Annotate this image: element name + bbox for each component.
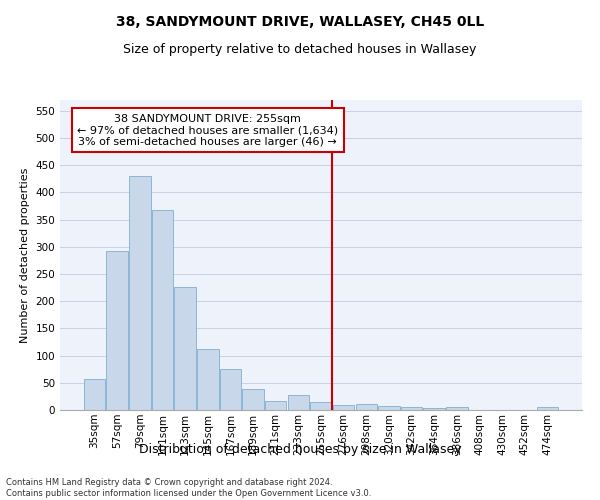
Bar <box>333 404 355 410</box>
Bar <box>84 379 105 410</box>
Text: 38 SANDYMOUNT DRIVE: 255sqm
← 97% of detached houses are smaller (1,634)
3% of s: 38 SANDYMOUNT DRIVE: 255sqm ← 97% of det… <box>77 114 338 147</box>
Bar <box>129 176 151 410</box>
Text: Distribution of detached houses by size in Wallasey: Distribution of detached houses by size … <box>139 442 461 456</box>
Bar <box>424 408 445 410</box>
Bar <box>310 402 332 410</box>
Bar <box>378 406 400 410</box>
Bar <box>106 250 128 410</box>
Y-axis label: Number of detached properties: Number of detached properties <box>20 168 30 342</box>
Bar <box>197 348 218 410</box>
Bar <box>220 368 241 410</box>
Bar <box>356 404 377 410</box>
Bar <box>265 401 286 410</box>
Bar <box>446 408 467 410</box>
Bar <box>242 390 264 410</box>
Text: Contains HM Land Registry data © Crown copyright and database right 2024.
Contai: Contains HM Land Registry data © Crown c… <box>6 478 371 498</box>
Text: Size of property relative to detached houses in Wallasey: Size of property relative to detached ho… <box>124 42 476 56</box>
Bar <box>537 408 558 410</box>
Bar <box>287 395 309 410</box>
Bar <box>175 287 196 410</box>
Bar <box>401 408 422 410</box>
Bar <box>152 210 173 410</box>
Text: 38, SANDYMOUNT DRIVE, WALLASEY, CH45 0LL: 38, SANDYMOUNT DRIVE, WALLASEY, CH45 0LL <box>116 15 484 29</box>
